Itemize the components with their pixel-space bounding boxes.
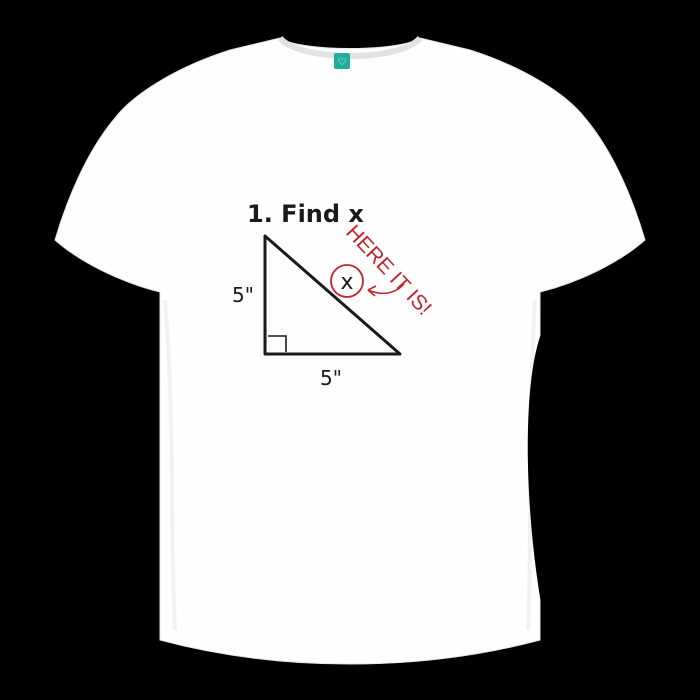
answer-circle xyxy=(330,264,364,298)
tshirt-body xyxy=(54,37,646,665)
right-angle-marker xyxy=(268,335,287,352)
callout-arrow xyxy=(367,283,405,295)
tshirt-fold-left xyxy=(163,299,177,631)
side-label-horizontal: 5" xyxy=(320,366,342,390)
side-label-vertical: 5" xyxy=(232,283,254,307)
design-heading: 1. Find x xyxy=(247,200,364,228)
answer-letter: x xyxy=(340,270,353,295)
background-shadow xyxy=(527,320,700,640)
brand-tag xyxy=(334,53,350,69)
callout-arrow-head xyxy=(367,285,377,297)
right-triangle xyxy=(263,234,402,356)
heart-icon: ♡ xyxy=(338,57,347,68)
